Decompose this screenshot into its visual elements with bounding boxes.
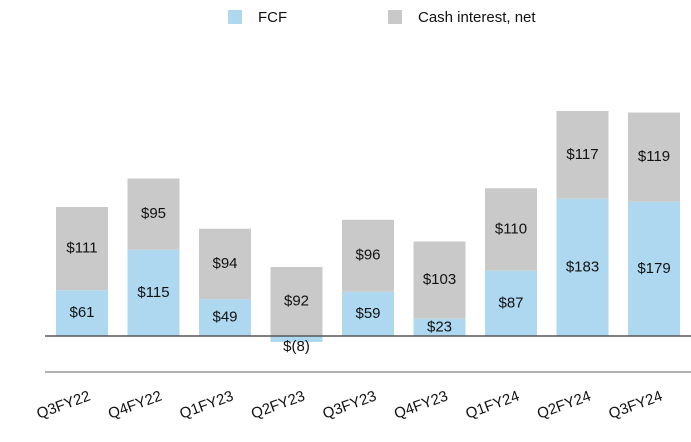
data-label: $110 bbox=[495, 220, 527, 237]
bar-segment bbox=[485, 270, 537, 336]
bar-segment bbox=[556, 198, 609, 336]
data-label: $119 bbox=[638, 148, 670, 165]
bar-segment bbox=[127, 249, 180, 336]
bar-segment bbox=[342, 219, 394, 292]
x-tick-label: Q1FY23 bbox=[177, 388, 235, 423]
bar-segment bbox=[199, 299, 251, 336]
bar-segment bbox=[56, 207, 108, 291]
bar-segment bbox=[56, 290, 108, 336]
legend-swatch bbox=[388, 10, 402, 24]
data-label: $59 bbox=[355, 305, 380, 322]
data-label: $87 bbox=[498, 294, 523, 311]
x-tick-label: Q4FY23 bbox=[392, 388, 450, 423]
x-tick-label: Q1FY24 bbox=[463, 388, 521, 423]
x-tick-label: Q2FY24 bbox=[535, 388, 593, 423]
bar-segment bbox=[270, 267, 323, 336]
bar-segment bbox=[485, 188, 537, 271]
data-label: $117 bbox=[566, 146, 598, 163]
legend-label: FCF bbox=[258, 9, 287, 26]
data-label: $23 bbox=[427, 318, 452, 335]
data-label: $111 bbox=[66, 240, 97, 257]
bar-segment bbox=[199, 228, 251, 300]
bar-segment bbox=[270, 336, 323, 342]
x-tick-label: Q2FY23 bbox=[249, 388, 307, 423]
bar-segment bbox=[628, 112, 680, 202]
data-label: $61 bbox=[69, 304, 94, 321]
data-label: $92 bbox=[284, 292, 309, 309]
bar-segment bbox=[413, 318, 466, 336]
x-tick-label: Q4FY22 bbox=[106, 388, 164, 423]
bar-segment bbox=[127, 178, 180, 250]
bar-segment bbox=[342, 291, 394, 336]
legend-swatch bbox=[228, 10, 242, 24]
data-label: $115 bbox=[137, 284, 169, 301]
legend-label: Cash interest, net bbox=[418, 9, 536, 26]
data-label: $95 bbox=[141, 205, 166, 222]
bar-segment bbox=[556, 111, 609, 199]
data-label: $96 bbox=[355, 247, 380, 264]
bar-segment bbox=[628, 201, 680, 336]
x-tick-label: Q3FY23 bbox=[320, 388, 378, 423]
data-label: $49 bbox=[212, 309, 237, 326]
bar-segment bbox=[413, 241, 466, 319]
data-label: $(8) bbox=[283, 338, 310, 355]
data-label: $179 bbox=[637, 260, 670, 277]
data-label: $183 bbox=[566, 258, 599, 275]
data-label: $103 bbox=[423, 271, 456, 288]
data-label: $94 bbox=[212, 255, 237, 272]
x-tick-label: Q3FY24 bbox=[606, 388, 664, 423]
x-tick-label: Q3FY22 bbox=[34, 388, 92, 423]
